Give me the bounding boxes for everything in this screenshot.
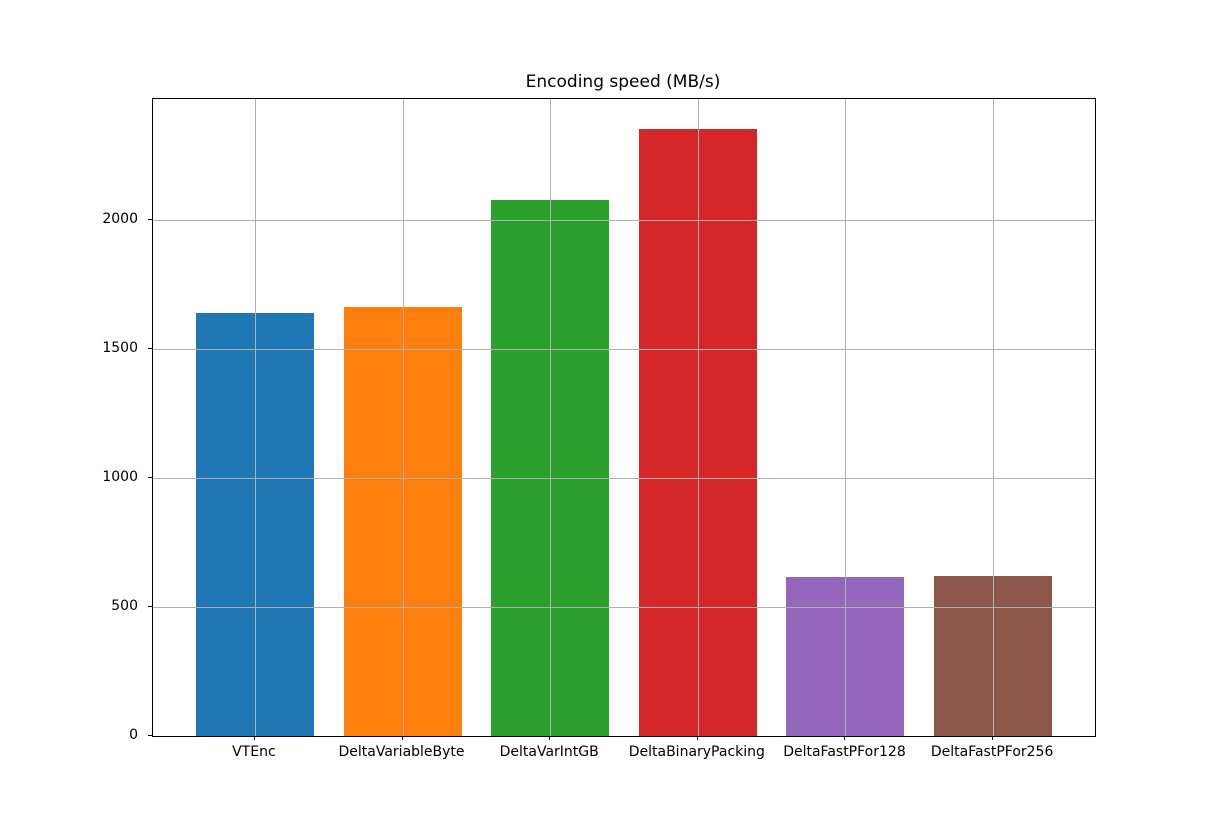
y-tick-mark [148, 605, 152, 607]
y-tick-label: 1500 [102, 339, 138, 356]
y-tick-mark [148, 218, 152, 220]
gridline-horizontal [153, 477, 1095, 479]
x-tick-label-deltavarintgb: DeltaVarIntGB [499, 744, 599, 760]
gridline-vertical [697, 99, 699, 736]
gridline-vertical [550, 99, 552, 736]
grid-layer [153, 99, 1095, 736]
x-tick-mark [253, 736, 255, 740]
y-tick-mark [148, 476, 152, 478]
x-tick-label-deltafastpfor256: DeltaFastPFor256 [930, 744, 1054, 760]
x-tick-label-deltavariablebyte: DeltaVariableByte [338, 744, 465, 760]
x-tick-mark [844, 736, 846, 740]
y-tick-label: 1000 [102, 468, 138, 485]
gridline-vertical [402, 99, 404, 736]
gridline-horizontal [153, 348, 1095, 350]
x-tick-label-deltabinarypacking: DeltaBinaryPacking [628, 744, 765, 760]
x-tick-mark [696, 736, 698, 740]
y-tick-mark [148, 735, 152, 736]
x-tick-label-vtenc: VTEnc [232, 744, 276, 760]
y-tick-label: 0 [129, 727, 138, 743]
x-tick-mark [992, 736, 994, 740]
y-tick-mark [148, 347, 152, 349]
y-tick-label: 2000 [102, 210, 138, 227]
x-tick-label-deltafastpfor128: DeltaFastPFor128 [783, 744, 906, 760]
plot-area [152, 98, 1096, 737]
y-tick-label: 500 [111, 597, 138, 614]
x-tick-mark [549, 736, 551, 740]
gridline-vertical [845, 99, 847, 736]
gridline-vertical [993, 99, 995, 736]
gridline-vertical [254, 99, 256, 736]
chart-title: Encoding speed (MB/s) [525, 72, 721, 92]
gridline-horizontal [153, 606, 1095, 608]
x-tick-mark [401, 736, 403, 740]
gridline-horizontal [153, 219, 1095, 221]
